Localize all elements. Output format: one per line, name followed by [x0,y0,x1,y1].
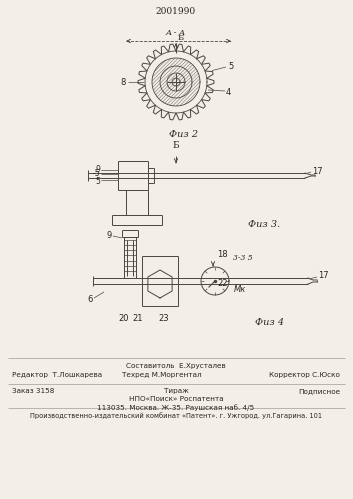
Text: Корректор С.Юско: Корректор С.Юско [269,372,340,378]
Text: Б: Б [173,141,179,150]
Text: Тираж: Тираж [164,388,189,394]
Text: 4: 4 [226,87,231,96]
Text: Б: Б [178,34,184,42]
Text: -5: -5 [92,170,100,179]
Text: 113035. Москва. Ж-35. Раушская наб. 4/5: 113035. Москва. Ж-35. Раушская наб. 4/5 [97,404,255,411]
Text: Физ 3.: Физ 3. [248,220,280,229]
Text: 22: 22 [217,278,227,287]
Text: 6: 6 [88,295,93,304]
Text: 3-3 5: 3-3 5 [233,254,253,262]
Text: Техред М.Моргентал: Техред М.Моргентал [122,372,202,378]
Text: 5: 5 [95,177,100,186]
Text: Производственно-издательский комбинат «Патент». г. Ужгород. ул.Гагарина. 101: Производственно-издательский комбинат «П… [30,412,322,419]
Text: 20: 20 [119,314,129,323]
Text: Редактор  Т.Лошкарева: Редактор Т.Лошкарева [12,372,102,378]
Text: 21: 21 [133,314,143,323]
Text: 17: 17 [318,271,329,280]
Text: Подписное: Подписное [298,388,340,394]
Text: Заказ 3158: Заказ 3158 [12,388,54,394]
Text: Составитоль  Е.Хрусталев: Составитоль Е.Хрусталев [126,363,226,369]
Text: 18: 18 [217,250,228,259]
Text: 8: 8 [121,77,126,86]
Text: НПО«Поиск» Роспатента: НПО«Поиск» Роспатента [129,396,223,402]
Text: Mк: Mк [234,284,246,293]
Text: 2001990: 2001990 [156,7,196,16]
Text: Физ 2: Физ 2 [169,130,198,139]
Text: 17: 17 [312,167,323,176]
Text: 9: 9 [107,231,112,240]
Text: 23: 23 [159,314,169,323]
Text: A - A: A - A [166,29,186,37]
Text: 5: 5 [228,61,233,70]
Text: 9: 9 [95,165,100,174]
Text: Физ 4: Физ 4 [255,318,284,327]
